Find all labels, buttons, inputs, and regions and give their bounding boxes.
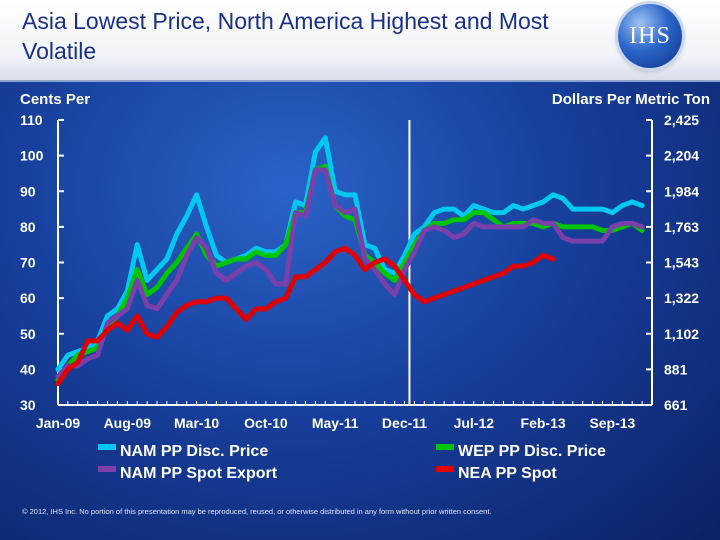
right-y-tick-label: 1,322 <box>664 290 699 306</box>
series-line-3 <box>55 245 556 387</box>
x-tick-label: Dec-11 <box>382 415 427 431</box>
legend: NAM PP Disc. Price NAM PP Spot Export WE… <box>98 443 606 482</box>
right-axis-unit-label: Dollars Per Metric Ton <box>552 91 710 108</box>
line-chart: Cents Per Dollars Per Metric Ton 110 2,42… <box>20 91 710 482</box>
legend-swatch-nea-spot <box>436 466 454 472</box>
right-y-tick-label: 1,102 <box>664 326 699 342</box>
legend-label-wep-disc: WEP PP Disc. Price <box>458 443 606 460</box>
right-y-tick-label: 1,543 <box>664 255 699 271</box>
x-tick-label: Feb-13 <box>521 415 566 431</box>
x-tick-label: Oct-10 <box>244 415 288 431</box>
legend-swatch-wep-disc <box>436 444 454 450</box>
series-line-0 <box>55 135 645 372</box>
left-axis-unit-label: Cents Per <box>20 91 90 108</box>
left-y-tick-label: 50 <box>20 326 36 342</box>
left-y-tick-label: 90 <box>20 183 36 199</box>
left-y-tick-label: 60 <box>20 290 36 306</box>
x-tick-label: Jul-12 <box>454 415 495 431</box>
series-line-1 <box>55 163 645 383</box>
left-y-tick-label: 100 <box>20 148 44 164</box>
legend-label-nam-disc: NAM PP Disc. Price <box>120 443 268 460</box>
x-tick-label: Mar-10 <box>174 415 219 431</box>
right-y-tick-label: 2,204 <box>664 148 699 164</box>
right-y-tick-label: 881 <box>664 361 688 377</box>
left-y-tick-label: 40 <box>20 361 36 377</box>
legend-label-nea-spot: NEA PP Spot <box>458 465 557 482</box>
left-y-tick-label: 110 <box>20 112 43 128</box>
right-y-tick-label: 1,763 <box>664 219 699 235</box>
x-tick-label: Jan-09 <box>36 415 81 431</box>
right-y-tick-label: 1,984 <box>664 183 699 199</box>
legend-swatch-nam-spot <box>98 466 116 472</box>
slide-title: Asia Lowest Price, North America Highest… <box>22 8 549 64</box>
legend-label-nam-spot: NAM PP Spot Export <box>120 465 278 482</box>
right-y-tick-label: 661 <box>664 397 688 413</box>
ihs-logo: IHS <box>618 4 682 68</box>
series-line-2 <box>55 167 645 379</box>
x-tick-label: Aug-09 <box>104 415 152 431</box>
legend-swatch-nam-disc <box>98 444 116 450</box>
left-y-tick-label: 70 <box>20 255 36 271</box>
right-y-tick-label: 2,425 <box>664 112 699 128</box>
left-y-tick-label: 80 <box>20 219 36 235</box>
copyright-footer: © 2012, IHS Inc. No portion of this pres… <box>22 507 492 516</box>
title-bar: Asia Lowest Price, North America Highest… <box>0 0 720 82</box>
x-tick-label: Sep-13 <box>589 415 635 431</box>
left-y-tick-label: 30 <box>20 397 36 413</box>
x-tick-label: May-11 <box>312 415 359 431</box>
